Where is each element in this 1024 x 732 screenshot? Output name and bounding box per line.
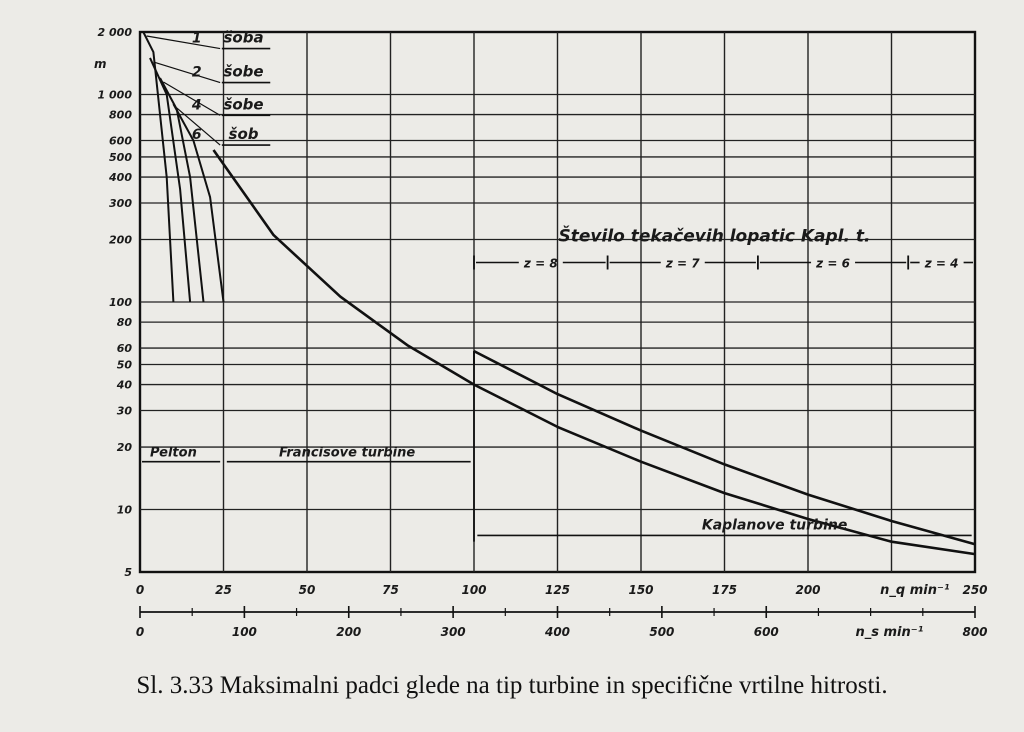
y-tick-label: 2 000 <box>98 26 133 39</box>
secondary-x-tick-label: 600 <box>754 625 779 639</box>
secondary-x-axis-label: n_s min⁻¹ <box>855 625 923 640</box>
pelton-jet-curve <box>142 31 175 303</box>
pelton-jet-label: šob <box>229 125 259 143</box>
y-tick-label: 600 <box>109 135 132 148</box>
secondary-x-tick-label: 200 <box>336 625 361 639</box>
y-tick-label: 60 <box>117 342 133 355</box>
y-axis-unit: m <box>94 57 107 71</box>
y-tick-label: 1 000 <box>98 88 133 101</box>
secondary-x-tick-label: 400 <box>544 625 570 639</box>
pelton-jet-count: 2 <box>192 65 202 81</box>
blade-interval-label: z = 6 <box>815 257 850 271</box>
pelton-jet-label: šobe <box>223 63 263 81</box>
secondary-x-tick-label: 300 <box>441 625 466 639</box>
x-tick-label: 0 <box>136 583 144 597</box>
blade-interval-label: z = 4 <box>924 257 959 271</box>
y-tick-label: 800 <box>109 109 132 122</box>
y-tick-label: 300 <box>109 197 132 210</box>
y-tick-label: 5 <box>124 566 132 579</box>
y-tick-label: 500 <box>109 151 132 164</box>
region-label-francis: Francisove turbine <box>279 446 415 461</box>
pelton-jet-leader <box>146 35 221 50</box>
pelton-jet-curve <box>172 103 225 303</box>
pelton-jet-count: 6 <box>192 127 202 143</box>
x-tick-label: 50 <box>299 583 316 597</box>
region-label-pelton: Pelton <box>150 446 197 461</box>
y-tick-label: 30 <box>117 405 133 418</box>
y-tick-label: 10 <box>117 504 133 517</box>
x-tick-label: 25 <box>215 583 232 597</box>
pelton-jet-leader <box>163 81 221 116</box>
secondary-x-tick-label: 500 <box>649 625 674 639</box>
x-tick-label: 200 <box>795 583 820 597</box>
figure-caption: Sl. 3.33 Maksimalni padci glede na tip t… <box>136 672 888 699</box>
runner-blades-title: Število tekačevih lopatic Kapl. t. <box>559 224 871 246</box>
blade-interval-label: z = 8 <box>523 257 558 271</box>
kaplan-curve <box>473 349 976 546</box>
x-tick-label: 250 <box>962 583 987 597</box>
x-tick-label: 150 <box>628 583 653 597</box>
pelton-jet-count: 4 <box>191 97 202 113</box>
y-tick-label: 20 <box>117 441 133 454</box>
pelton-jet-leader <box>176 107 221 146</box>
francis-curve <box>212 149 976 556</box>
y-tick-label: 100 <box>109 296 132 309</box>
x-axis-label: n_q min⁻¹ <box>880 583 950 598</box>
pelton-jet-leader <box>153 61 221 84</box>
pelton-jet-count: 1 <box>192 31 202 47</box>
region-label-kaplan: Kaplanove turbine <box>702 517 848 533</box>
pelton-jet-curve <box>149 57 192 303</box>
y-tick-label: 400 <box>108 171 132 184</box>
pelton-jet-label: šobe <box>223 95 263 113</box>
x-tick-label: 75 <box>382 583 399 597</box>
pelton-jet-label: šoba <box>223 29 263 47</box>
pelton-jet-curve <box>159 77 205 303</box>
secondary-x-tick-label: 0 <box>136 625 144 639</box>
y-tick-label: 40 <box>116 379 133 392</box>
y-tick-label: 50 <box>117 358 133 371</box>
secondary-x-tick-label: 100 <box>232 625 257 639</box>
x-tick-label: 100 <box>461 583 486 597</box>
x-tick-label: 175 <box>712 583 737 597</box>
blade-interval-label: z = 7 <box>665 257 700 271</box>
secondary-x-tick-label: 800 <box>962 625 987 639</box>
y-tick-label: 200 <box>109 234 132 247</box>
y-tick-label: 80 <box>117 316 133 329</box>
x-tick-label: 125 <box>545 583 570 597</box>
